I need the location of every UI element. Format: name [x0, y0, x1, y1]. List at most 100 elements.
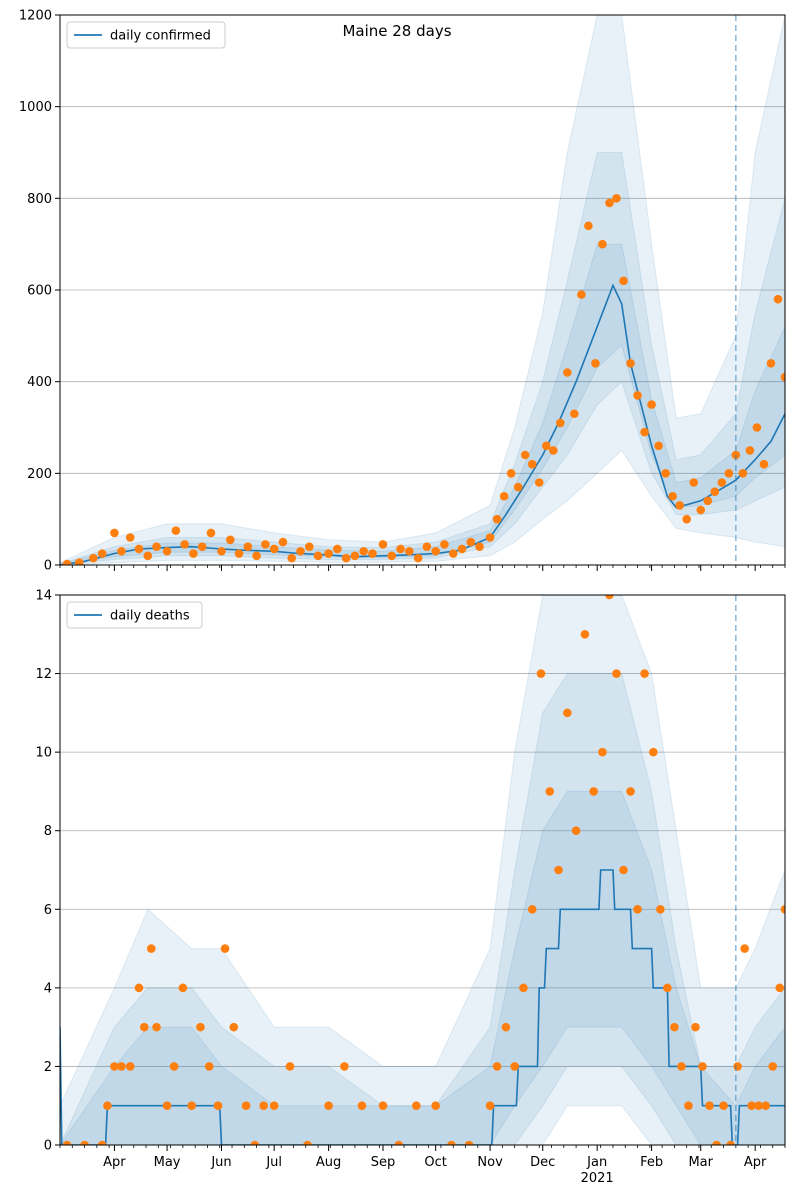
- deaths-observed-point: [545, 787, 555, 796]
- deaths-legend-label: daily deaths: [110, 609, 190, 624]
- confirmed-observed-point: [626, 359, 635, 368]
- deaths-xtick-label: Feb: [640, 1155, 663, 1170]
- confirmed-observed-point: [405, 546, 414, 556]
- confirmed-ytick-label: 1200: [19, 9, 52, 24]
- deaths-observed-point: [146, 944, 156, 953]
- confirmed-model-line: [60, 283, 785, 565]
- deaths-ytick-label: 0: [44, 1139, 52, 1154]
- confirmed-observed-point: [313, 551, 323, 561]
- deaths-observed-point: [80, 1140, 89, 1145]
- confirmed-observed-point: [269, 544, 279, 554]
- confirmed-observed-point: [180, 540, 189, 549]
- confirmed-observed-point: [738, 469, 748, 478]
- confirmed-observed-point: [527, 459, 537, 469]
- deaths-observed-point: [213, 1101, 223, 1111]
- confirmed-observed-point: [162, 546, 172, 556]
- confirmed-observed-point: [252, 551, 261, 561]
- deaths-observed-point: [527, 904, 537, 914]
- confirmed-observed-point: [396, 544, 405, 554]
- panel-daily-deaths: 0 2 4 6 8 10 12 14 daily deaths Apr May Jun Jul Aug Se…: [35, 589, 786, 1186]
- deaths-ytick-label: 12: [35, 667, 52, 682]
- deaths-observed-point: [152, 1022, 161, 1032]
- deaths-xtick-label: Jul: [265, 1155, 282, 1170]
- deaths-uncertainty-band-90: [60, 595, 785, 1145]
- confirmed-observed-point: [296, 546, 305, 556]
- deaths-observed-point: [563, 708, 572, 718]
- deaths-ytick-label: 10: [35, 746, 52, 761]
- deaths-observed-point: [571, 826, 581, 836]
- confirmed-legend-box: [66, 21, 226, 49]
- deaths-xtick-label: Dec: [530, 1155, 555, 1170]
- deaths-observed-point: [747, 1101, 756, 1111]
- deaths-xtick-label: Oct: [424, 1155, 446, 1170]
- confirmed-observed-point: [431, 546, 440, 556]
- deaths-observed-point: [712, 1140, 721, 1145]
- confirmed-observed-point: [448, 549, 458, 558]
- confirmed-observed-point: [682, 514, 691, 524]
- confirmed-observed-point: [766, 359, 776, 368]
- confirmed-observed-point: [745, 446, 755, 455]
- deaths-observed-point: [259, 1101, 268, 1111]
- confirmed-observed-point: [189, 549, 198, 558]
- deaths-xtick-label: Nov: [477, 1155, 503, 1170]
- confirmed-observed-point: [703, 496, 713, 506]
- deaths-observed-point: [134, 983, 144, 993]
- confirmed-observed-point: [780, 372, 785, 382]
- confirmed-observed-point: [110, 528, 119, 538]
- confirmed-observed-point: [591, 359, 600, 368]
- confirmed-ytick-label: 1000: [19, 100, 52, 115]
- deaths-observed-point: [303, 1140, 312, 1145]
- confirmed-observed-point: [492, 514, 502, 524]
- deaths-observed-point: [705, 1101, 714, 1111]
- confirmed-observed-point: [324, 549, 333, 558]
- deaths-observed-point: [726, 1140, 735, 1145]
- confirmed-observed-point: [654, 441, 663, 451]
- deaths-observed-point: [229, 1022, 239, 1032]
- deaths-observed-point: [554, 865, 563, 875]
- confirmed-observed-point: [359, 546, 368, 556]
- deaths-model-line: [60, 869, 785, 1145]
- deaths-observed-point: [169, 1062, 179, 1071]
- confirmed-observed-point: [499, 491, 509, 501]
- confirmed-observed-point: [773, 294, 783, 304]
- deaths-observed-point: [357, 1101, 367, 1111]
- deaths-observed-point: [633, 904, 642, 914]
- deaths-observed-point: [663, 983, 672, 993]
- deaths-observed-point: [768, 1062, 778, 1071]
- confirmed-observed-point: [520, 450, 530, 460]
- deaths-observed-point: [684, 1101, 693, 1111]
- deaths-observed-point: [754, 1101, 763, 1111]
- deaths-observed-point: [162, 1101, 172, 1111]
- confirmed-observed-point: [548, 446, 558, 455]
- confirmed-observed-point: [378, 540, 388, 549]
- deaths-xtick-label: Apr: [744, 1155, 767, 1170]
- deaths-ytick-label: 14: [35, 589, 52, 604]
- confirmed-observed-point: [304, 542, 314, 551]
- deaths-observed-point: [780, 904, 785, 914]
- deaths-uncertainty-band-50: [60, 673, 785, 1145]
- deaths-observed-point: [619, 865, 628, 875]
- confirmed-observed-point: [134, 544, 144, 554]
- deaths-ytick-label: 8: [44, 824, 52, 839]
- confirmed-legend: daily confirmed: [66, 21, 226, 49]
- confirmed-observed-point: [633, 391, 642, 400]
- deaths-xtick-label: May: [154, 1155, 181, 1170]
- confirmed-observed-point: [117, 546, 126, 556]
- confirmed-observed-point: [506, 469, 516, 478]
- deaths-observed-point: [241, 1101, 251, 1111]
- confirmed-observed-point: [724, 469, 734, 478]
- confirmed-observed-point: [661, 469, 670, 478]
- deaths-observed-point: [103, 1101, 112, 1111]
- deaths-observed-point: [250, 1140, 260, 1145]
- deaths-observed-point: [269, 1101, 279, 1111]
- deaths-observed-point: [285, 1062, 295, 1071]
- confirmed-observed-point: [534, 478, 544, 487]
- deaths-observed-point: [97, 1140, 107, 1145]
- confirmed-observed-point: [668, 491, 677, 501]
- confirmed-uncertainty-band-25: [60, 243, 785, 565]
- deaths-ytick-label: 6: [44, 903, 52, 918]
- deaths-observed-point: [187, 1101, 196, 1111]
- confirmed-observed-point: [171, 526, 181, 535]
- deaths-observed-point: [598, 747, 607, 757]
